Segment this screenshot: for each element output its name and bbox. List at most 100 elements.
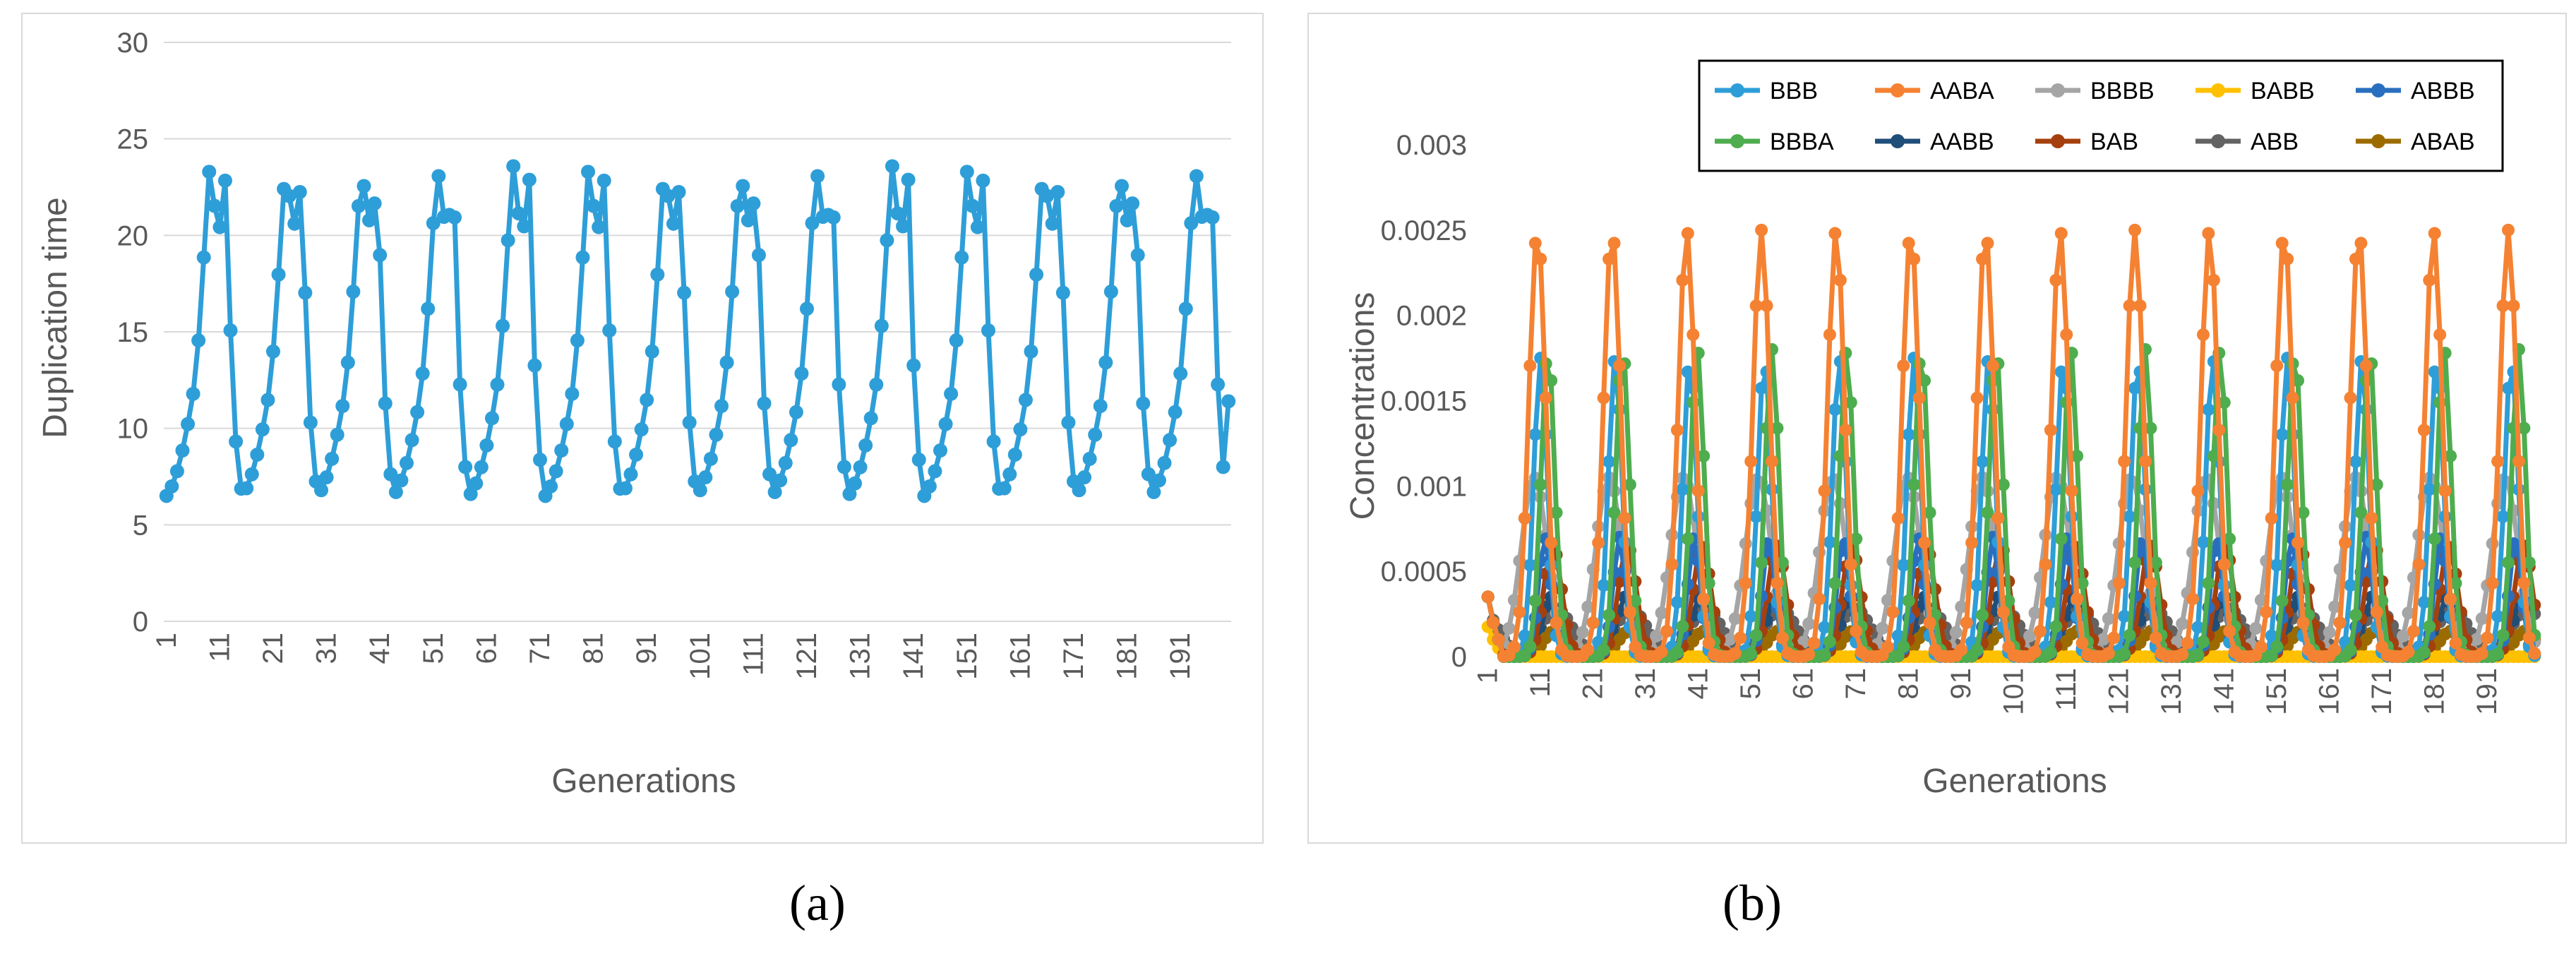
x-tick-label: 181 [1112, 633, 1143, 680]
data-point-bbba [2417, 645, 2431, 659]
x-tick-label: 51 [418, 633, 449, 664]
data-point-bbba [2502, 556, 2515, 569]
data-point [511, 206, 526, 221]
data-point-bbbb [1728, 612, 1742, 626]
data-point-aaba [1602, 252, 1616, 265]
data-point-bbb [2123, 510, 2136, 523]
data-point [265, 344, 280, 359]
x-tick-label: 121 [2104, 668, 2135, 715]
chart-panel-a: 0 5 10 15 20 25 30 1 11 21 31 41 51 61 71 81 91 101 111 12… [21, 13, 1264, 844]
data-point [207, 198, 222, 213]
data-point [319, 470, 334, 485]
x-tick-label: 21 [1578, 668, 1609, 700]
data-point-bbba [2517, 422, 2531, 435]
data-point-aaba [2328, 643, 2342, 657]
data-point [1018, 393, 1033, 407]
data-point-aaba [2433, 328, 2447, 341]
data-point [826, 210, 841, 225]
data-point [484, 411, 499, 426]
data-point [496, 318, 510, 333]
data-point [212, 220, 227, 234]
data-point-bbb [2428, 365, 2441, 378]
data-point [741, 213, 755, 227]
data-point [1115, 179, 1130, 193]
data-point-bbba [2491, 647, 2505, 661]
data-point [405, 433, 419, 448]
data-point [751, 248, 766, 263]
data-point [260, 393, 275, 407]
data-point [1151, 473, 1166, 488]
data-point-aaba [1518, 511, 1531, 525]
legend-swatch-marker [1891, 134, 1905, 148]
data-point-bbba [1918, 374, 1931, 387]
data-point-bbb [1749, 510, 1763, 523]
data-point [196, 250, 211, 265]
data-point-bbba [2149, 556, 2162, 569]
data-point [239, 481, 254, 496]
data-point-bbba [2428, 532, 2441, 546]
data-point [1173, 366, 1188, 381]
data-point [1024, 344, 1038, 359]
data-point [592, 220, 606, 234]
data-point-bbbb [2323, 626, 2336, 639]
data-point-bbba [1828, 577, 1842, 590]
data-point-aaba [2475, 647, 2488, 660]
data-point-aaba [1802, 647, 1816, 661]
data-point-bbba [1818, 648, 1831, 662]
data-point [570, 333, 585, 348]
data-point-bbba [1749, 628, 1763, 642]
data-point-bbba [2281, 478, 2294, 491]
data-point-bbbb [1802, 617, 1816, 631]
data-point-bbba [2292, 374, 2305, 387]
data-point [292, 185, 307, 200]
data-point-bbbb [1507, 594, 1521, 607]
data-point [607, 434, 622, 449]
data-point-bbba [1545, 374, 1558, 387]
x-tick-label: 101 [685, 633, 716, 680]
data-point [853, 460, 868, 474]
y-tick-label: 20 [117, 220, 149, 251]
data-point-bbb [1602, 455, 1616, 468]
legend-swatch-marker [2371, 134, 2385, 148]
data-point-bab [1612, 575, 1626, 588]
data-point-aaba [2333, 616, 2347, 629]
data-point-aaba [2254, 640, 2268, 654]
data-point-aaba [1597, 391, 1610, 405]
data-point-aaba [2370, 605, 2383, 619]
data-point [944, 386, 959, 401]
data-point [997, 481, 1012, 496]
x-tick-label: 81 [578, 633, 609, 664]
data-point-bbba [1775, 556, 1789, 569]
data-point-bbba [2444, 449, 2457, 462]
data-point-aaba [2428, 227, 2441, 240]
data-point [378, 396, 393, 411]
data-point-aaba [1550, 616, 1563, 629]
data-point-aaba [2286, 391, 2299, 405]
legend-box [1698, 59, 2504, 172]
data-point [693, 483, 707, 498]
data-point [911, 453, 926, 467]
data-point [479, 438, 494, 453]
data-point-aaba [1528, 237, 1542, 250]
data-point [1077, 470, 1092, 485]
data-point [863, 411, 878, 426]
data-point-bbbb [2402, 607, 2415, 620]
data-point-bbb [1670, 596, 1684, 609]
data-point [1130, 248, 1145, 263]
data-point-aaba [1697, 592, 1711, 606]
x-tick-label: 171 [1058, 633, 1089, 680]
data-point-bbb [2344, 578, 2357, 592]
data-point-bbba [2217, 396, 2231, 410]
data-point [773, 473, 788, 488]
legend-swatch-marker [2371, 83, 2385, 97]
x-tick-label: 111 [738, 633, 769, 676]
data-point-bbb [1518, 629, 1531, 643]
data-point-bbba [2344, 643, 2357, 657]
data-point-aaba [2486, 576, 2499, 590]
data-point [746, 196, 761, 211]
data-point [1136, 396, 1151, 411]
chart-panel-b: 0 0.0005 0.001 0.0015 0.002 0.0025 0.003 1 11 21… [1307, 13, 2567, 844]
caption-b: (b) [1723, 875, 1782, 931]
data-point-aaba [2365, 511, 2378, 525]
